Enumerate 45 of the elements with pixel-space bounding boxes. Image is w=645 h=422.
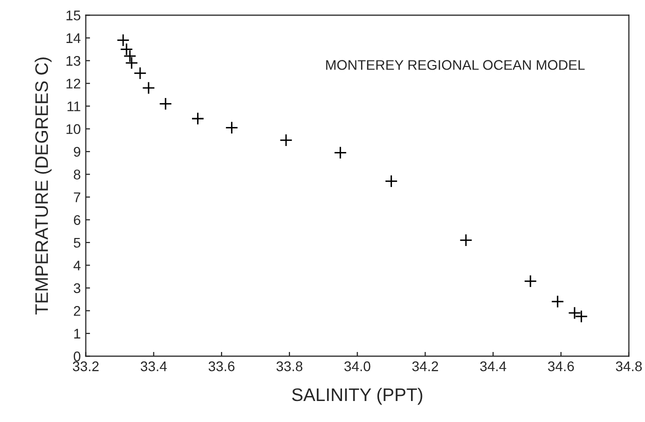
x-tick-label: 34.2 <box>412 361 438 372</box>
point <box>125 56 138 70</box>
y-tick-label: 2 <box>74 306 80 316</box>
y-tick-label: 12 <box>66 78 80 88</box>
x-tick-label: 33.8 <box>276 361 302 372</box>
y-tick-label: 10 <box>66 124 80 134</box>
x-tick-label: 33.6 <box>208 361 234 372</box>
y-tick-label: 1 <box>74 328 80 338</box>
point <box>142 81 156 94</box>
point <box>459 234 472 247</box>
y-axis-title: TEMPERATURE (DEGREES C) <box>34 58 52 315</box>
point <box>568 306 582 320</box>
point <box>159 97 172 110</box>
x-tick-label: 34.0 <box>344 361 370 372</box>
point <box>116 34 130 47</box>
y-tick-label: 7 <box>74 192 80 202</box>
x-tick-label: 34.8 <box>616 361 642 372</box>
x-tick-label: 34.4 <box>480 361 506 372</box>
point <box>280 134 293 147</box>
y-tick-label: 5 <box>74 238 80 248</box>
y-tick-label: 14 <box>66 33 81 43</box>
point <box>574 310 588 323</box>
y-tick-label: 15 <box>66 10 80 20</box>
y-tick-label: 11 <box>68 102 80 112</box>
y-tick-label: 0 <box>74 352 80 362</box>
x-tick-label: 33.4 <box>140 361 167 372</box>
x-tick-label: 33.2 <box>72 361 99 372</box>
y-tick-label: 3 <box>74 283 80 294</box>
y-tick-label: 6 <box>74 215 80 225</box>
y-tick-label: 8 <box>74 170 80 180</box>
y-tick-label: 9 <box>74 146 80 157</box>
point <box>123 50 136 63</box>
point <box>191 112 204 126</box>
point <box>384 174 398 188</box>
annotation: MONTEREY REGIONAL OCEAN MODEL <box>326 60 585 70</box>
x-tick-label: 34.6 <box>548 361 574 372</box>
point <box>120 42 134 56</box>
point <box>551 295 564 308</box>
point <box>524 274 537 288</box>
x-axis-title: SALINITY (PPT) <box>292 388 422 405</box>
point <box>225 121 238 134</box>
point <box>334 146 347 160</box>
point <box>134 66 147 80</box>
y-tick-label: 13 <box>66 56 80 66</box>
y-tick-label: 4 <box>74 260 81 270</box>
